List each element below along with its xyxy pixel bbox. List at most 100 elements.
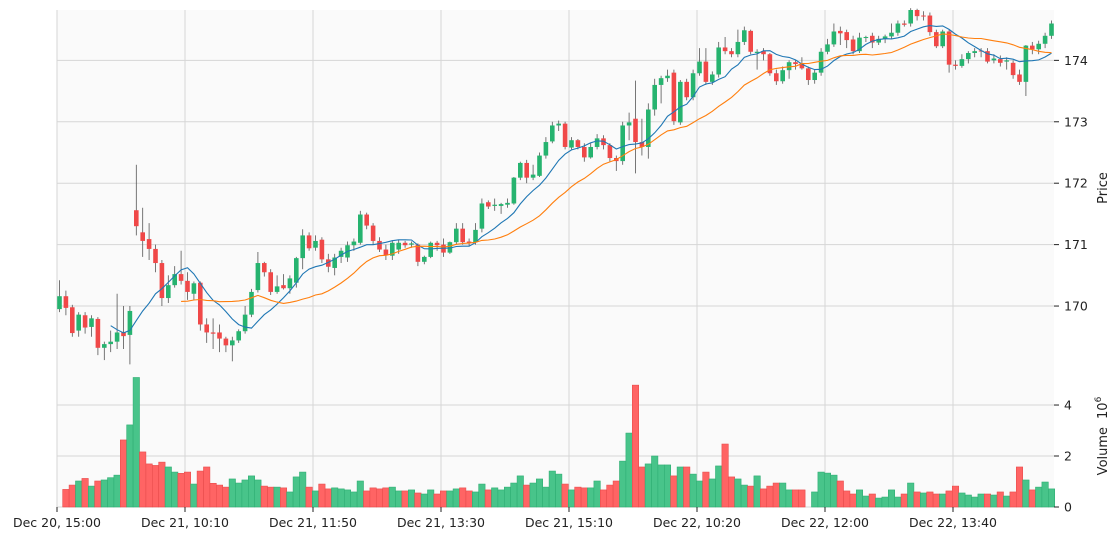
candle-up bbox=[716, 47, 721, 75]
candle-down bbox=[281, 285, 286, 289]
volume-bar bbox=[273, 486, 281, 508]
volume-bar bbox=[638, 466, 646, 508]
candle-down bbox=[383, 249, 389, 256]
candle-down bbox=[198, 282, 203, 325]
candle-down bbox=[998, 59, 1003, 63]
candle-up bbox=[447, 242, 453, 253]
volume-bar bbox=[324, 488, 332, 508]
volume-bar bbox=[478, 483, 486, 508]
candle-up bbox=[1004, 60, 1009, 62]
candle-up bbox=[697, 61, 702, 74]
candle-down bbox=[268, 272, 273, 292]
candle-up bbox=[505, 202, 510, 205]
candle-down bbox=[159, 263, 165, 299]
candle-up bbox=[422, 256, 427, 262]
volume-bar bbox=[503, 486, 511, 508]
volume-bar bbox=[721, 443, 729, 508]
moving-average-9 bbox=[110, 25, 1052, 334]
candle-down bbox=[63, 296, 69, 308]
volume-bar bbox=[753, 475, 761, 508]
candle-up bbox=[812, 72, 817, 81]
candle-up bbox=[492, 204, 497, 206]
candle-down bbox=[95, 318, 101, 348]
volume-bar bbox=[407, 489, 415, 508]
volume-bar bbox=[433, 493, 441, 508]
candle-up bbox=[454, 228, 459, 243]
volume-bar bbox=[529, 482, 537, 508]
candle-up bbox=[825, 44, 830, 52]
volume-bar bbox=[369, 487, 377, 508]
candle-down bbox=[850, 39, 856, 52]
x-axis: Dec 20, 15:00 Dec 21, 10:10 Dec 21, 11:50 D… bbox=[13, 507, 997, 530]
x-tick-label: Dec 22, 13:40 bbox=[909, 515, 997, 530]
volume-bar bbox=[811, 491, 819, 508]
volume-bar bbox=[567, 489, 575, 508]
candle-up bbox=[1049, 23, 1054, 36]
candle-up bbox=[940, 31, 945, 47]
candle-up bbox=[166, 285, 171, 299]
volume-bar bbox=[299, 471, 307, 508]
volume-bar bbox=[779, 482, 787, 508]
volume-bar bbox=[644, 463, 652, 508]
volume-bar bbox=[875, 497, 883, 508]
volume-bar bbox=[62, 489, 70, 508]
volume-bar bbox=[177, 473, 185, 508]
candle-up bbox=[428, 242, 433, 257]
volume-bar bbox=[484, 489, 492, 508]
candle-down bbox=[146, 239, 152, 249]
volume-bar bbox=[932, 493, 940, 508]
volume-bar bbox=[772, 482, 780, 508]
volume-bar bbox=[452, 488, 460, 508]
volume-bar bbox=[958, 492, 966, 508]
volume-bar bbox=[1003, 495, 1011, 508]
volume-bar bbox=[318, 483, 326, 508]
candle-down bbox=[1010, 62, 1016, 76]
volume-bar bbox=[990, 494, 998, 508]
volume-bar bbox=[1009, 491, 1017, 508]
volume-bar bbox=[171, 471, 179, 508]
volume-bar bbox=[248, 475, 256, 508]
candle-up bbox=[172, 274, 177, 286]
candle-up bbox=[255, 263, 261, 291]
volume-bar bbox=[279, 487, 287, 508]
volume-bar bbox=[491, 487, 499, 508]
candle-up bbox=[569, 140, 574, 148]
candle-up bbox=[1036, 43, 1041, 50]
candle-down bbox=[262, 263, 267, 273]
volume-bar bbox=[375, 488, 383, 508]
candle-up bbox=[818, 51, 824, 73]
candle-up bbox=[550, 125, 555, 142]
volume-bar bbox=[363, 490, 371, 508]
candle-up bbox=[537, 155, 542, 176]
volume-bar bbox=[964, 494, 972, 508]
volume-bar bbox=[599, 489, 607, 508]
volume-bar bbox=[382, 487, 390, 508]
candle-down bbox=[1017, 74, 1022, 82]
candle-down bbox=[370, 225, 376, 241]
volume-bar bbox=[241, 479, 249, 508]
candle-down bbox=[486, 202, 491, 207]
candle-down bbox=[217, 332, 222, 339]
candle-up bbox=[556, 123, 561, 126]
candle-down bbox=[434, 242, 440, 246]
volume-bar bbox=[663, 464, 671, 508]
price-tick-label: 172 bbox=[1064, 176, 1088, 191]
volume-bar bbox=[555, 473, 563, 508]
volume-bar bbox=[766, 485, 774, 508]
candle-up bbox=[754, 51, 760, 53]
candle-down bbox=[326, 259, 331, 267]
volume-bar bbox=[1035, 486, 1043, 508]
volume-bar bbox=[184, 471, 192, 508]
candle-up bbox=[620, 125, 625, 162]
volume-bar bbox=[94, 480, 102, 508]
volume-bar bbox=[785, 489, 793, 508]
candle-up bbox=[242, 314, 248, 332]
candle-down bbox=[671, 72, 677, 122]
volume-bar bbox=[420, 493, 428, 508]
candle-up bbox=[108, 341, 113, 345]
volume-bar bbox=[670, 475, 678, 508]
candle-up bbox=[742, 30, 747, 42]
volume-bar bbox=[196, 470, 204, 508]
volume-bars bbox=[62, 377, 1056, 508]
volume-bar bbox=[100, 479, 108, 508]
